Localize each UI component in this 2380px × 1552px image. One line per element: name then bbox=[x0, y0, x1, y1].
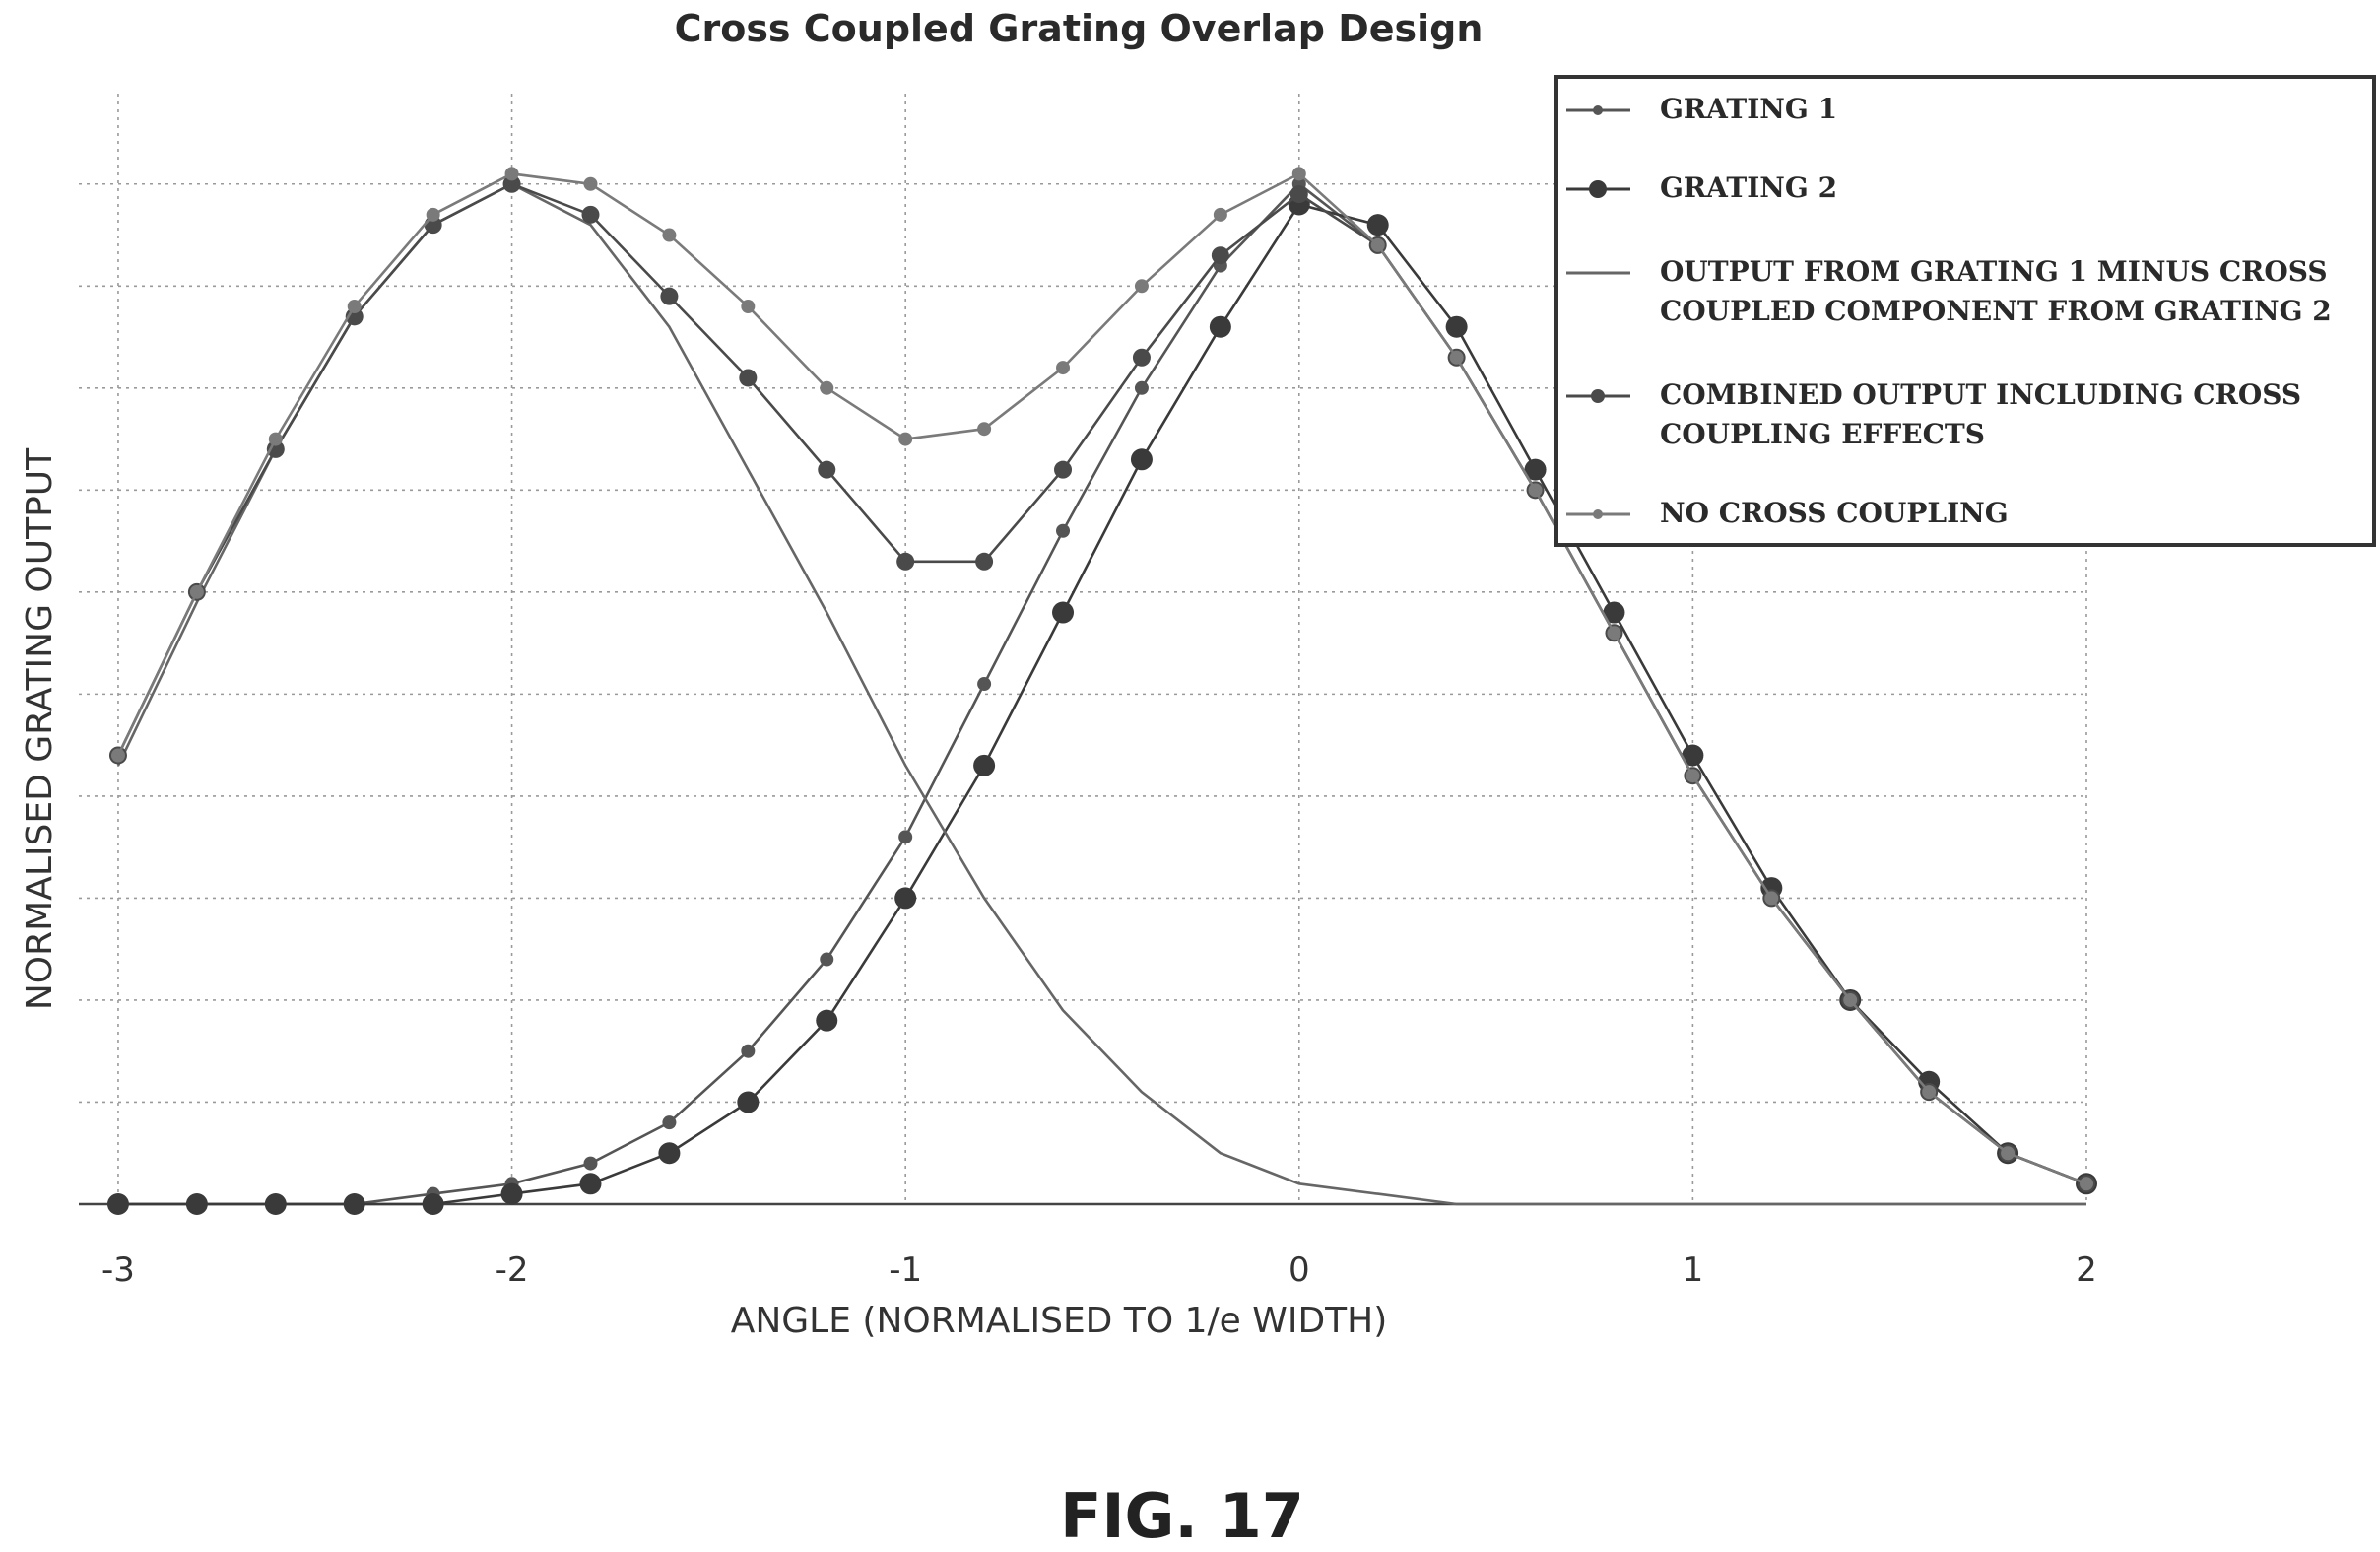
data-point bbox=[106, 1193, 129, 1215]
data-point bbox=[898, 432, 913, 446]
data-point bbox=[1291, 167, 1306, 181]
data-point bbox=[741, 1044, 756, 1058]
data-point bbox=[2080, 1177, 2093, 1191]
data-point bbox=[660, 287, 679, 305]
legend-swatch-marker bbox=[1589, 180, 1607, 198]
x-tick-label: 2 bbox=[2076, 1250, 2097, 1290]
data-point bbox=[1056, 361, 1071, 375]
data-point bbox=[579, 1173, 602, 1195]
data-point bbox=[422, 1193, 444, 1215]
data-point bbox=[1528, 483, 1543, 498]
x-tick-label: -1 bbox=[889, 1250, 922, 1290]
data-point bbox=[1134, 380, 1149, 395]
data-point bbox=[1209, 315, 1231, 338]
data-point bbox=[1524, 458, 1547, 481]
legend-label: GRATING 2 bbox=[1660, 171, 1837, 204]
legend-label: GRATING 1 bbox=[1660, 93, 1837, 125]
data-point bbox=[1449, 350, 1464, 365]
legend-swatch-marker bbox=[1593, 509, 1603, 519]
data-point bbox=[185, 1193, 208, 1215]
data-point bbox=[977, 422, 992, 437]
data-point bbox=[266, 439, 285, 458]
series-5 bbox=[110, 167, 2093, 1191]
data-point bbox=[502, 174, 521, 193]
data-point bbox=[820, 952, 834, 967]
figure-caption: FIG. 17 bbox=[1060, 1480, 1304, 1552]
data-point bbox=[426, 207, 440, 222]
data-point bbox=[189, 584, 204, 599]
data-point bbox=[1445, 315, 1468, 338]
data-point bbox=[1056, 523, 1071, 538]
data-point bbox=[2001, 1146, 2016, 1161]
data-point bbox=[1213, 207, 1227, 222]
data-point bbox=[662, 228, 677, 242]
data-point bbox=[741, 299, 756, 313]
data-point bbox=[820, 380, 834, 395]
data-point bbox=[1922, 1085, 1937, 1100]
series-line bbox=[116, 171, 2087, 1185]
data-point bbox=[816, 1009, 838, 1032]
data-point bbox=[977, 677, 992, 692]
data-point bbox=[347, 299, 362, 313]
data-point bbox=[1132, 348, 1151, 367]
data-point bbox=[1603, 601, 1625, 624]
data-point bbox=[658, 1142, 681, 1165]
y-axis-label: NORMALISED GRATING OUTPUT bbox=[20, 447, 60, 1010]
data-point bbox=[500, 1182, 523, 1205]
series-layer bbox=[106, 167, 2097, 1215]
legend-label: NO CROSS COUPLING bbox=[1660, 497, 2009, 529]
data-point bbox=[1211, 246, 1229, 265]
data-point bbox=[1682, 744, 1704, 767]
data-point bbox=[504, 167, 519, 181]
data-point bbox=[662, 1115, 677, 1130]
series-line bbox=[118, 203, 2087, 1206]
data-point bbox=[737, 1091, 760, 1113]
x-axis-label: ANGLE (NORMALISED TO 1/e WIDTH) bbox=[731, 1301, 1388, 1341]
data-point bbox=[343, 1193, 365, 1215]
legend-label: OUTPUT FROM GRATING 1 MINUS CROSS COUPLED… bbox=[1660, 255, 2332, 327]
data-point bbox=[975, 552, 994, 571]
data-point bbox=[1289, 185, 1308, 204]
series-2 bbox=[106, 193, 2097, 1215]
x-tick-label: 1 bbox=[1683, 1250, 1704, 1290]
data-point bbox=[583, 176, 598, 191]
legend-label: COMBINED OUTPUT INCLUDING CROSS COUPLING … bbox=[1660, 378, 2301, 450]
data-point bbox=[268, 432, 283, 446]
legend-box bbox=[1554, 75, 2376, 547]
data-point bbox=[1134, 279, 1149, 294]
data-point bbox=[1607, 626, 1621, 641]
data-point bbox=[1370, 237, 1385, 252]
legend-swatch-marker bbox=[1591, 389, 1605, 403]
data-point bbox=[581, 205, 600, 224]
x-tick-label: -2 bbox=[496, 1250, 529, 1290]
data-point bbox=[1843, 992, 1858, 1007]
data-point bbox=[583, 1156, 598, 1171]
data-point bbox=[1130, 448, 1153, 471]
x-tick-label: 0 bbox=[1289, 1250, 1310, 1290]
data-point bbox=[739, 369, 758, 387]
data-point bbox=[1764, 891, 1779, 906]
data-point bbox=[894, 887, 917, 910]
chart-title: Cross Coupled Grating Overlap Design bbox=[675, 7, 1484, 50]
data-point bbox=[896, 552, 915, 571]
data-point bbox=[1366, 214, 1389, 236]
data-point bbox=[818, 460, 836, 479]
x-tick-labels: -3 -2 -1 0 1 2 bbox=[101, 1250, 2097, 1290]
data-point bbox=[110, 748, 125, 763]
x-tick-label: -3 bbox=[101, 1250, 135, 1290]
data-point bbox=[1052, 601, 1075, 624]
data-point bbox=[1686, 769, 1700, 783]
data-point bbox=[898, 830, 913, 844]
data-point bbox=[973, 754, 996, 776]
data-point bbox=[1054, 460, 1073, 479]
legend: GRATING 1 GRATING 2 OUTPUT FROM GRATING 1 … bbox=[1554, 75, 2376, 547]
legend-swatch-marker bbox=[1593, 105, 1603, 115]
data-point bbox=[264, 1193, 287, 1215]
